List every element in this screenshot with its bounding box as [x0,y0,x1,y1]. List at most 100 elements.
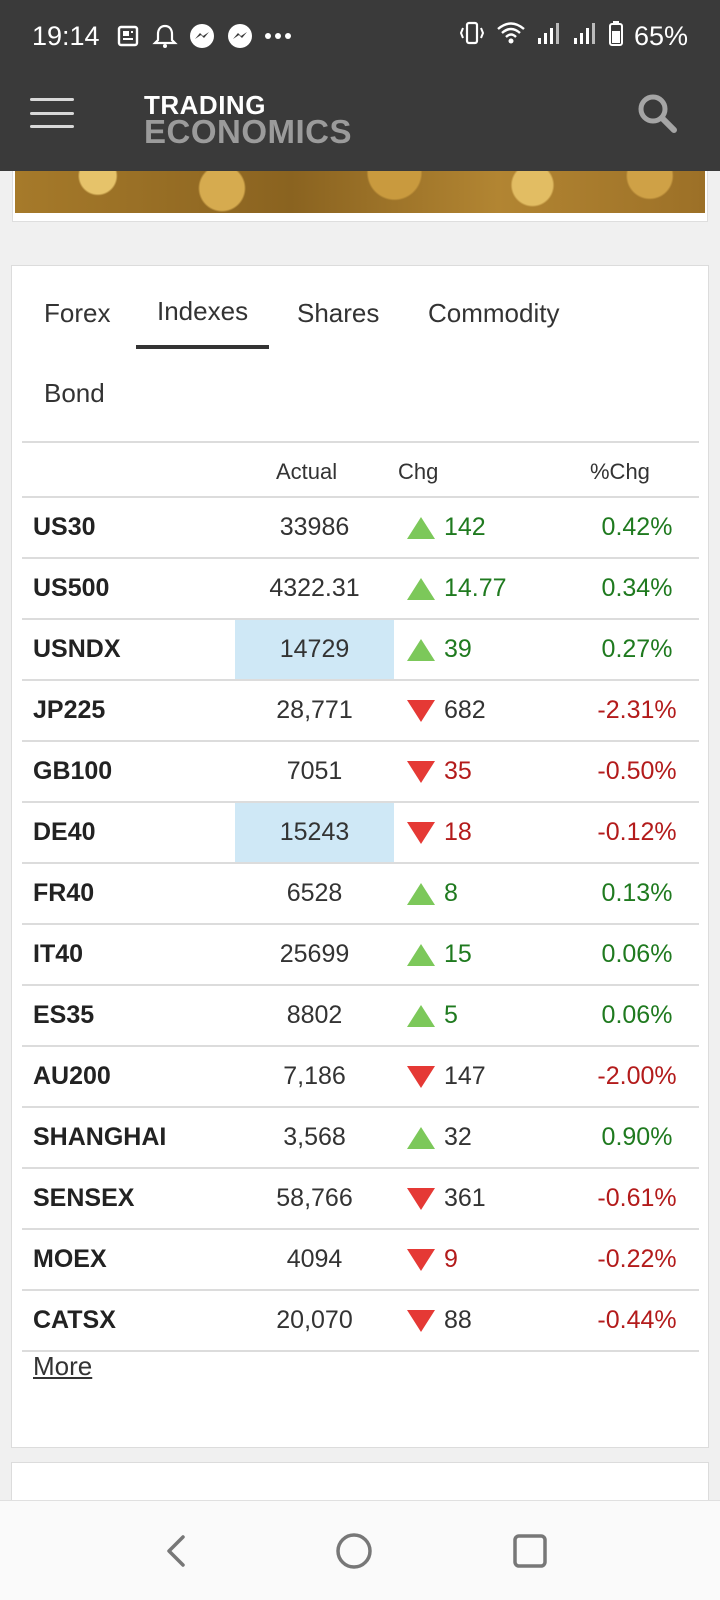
triangle-up-icon [406,1003,436,1029]
change-cell: 142 [406,498,486,557]
index-name[interactable]: AU200 [33,1062,111,1090]
table-row[interactable]: CATSX 20,070 88 -0.44% [22,1291,699,1352]
tab-commodity[interactable]: Commodity [428,298,560,328]
table-row[interactable]: MOEX 4094 9 -0.22% [22,1230,699,1291]
logo-bottom-text: ECONOMICS [144,113,353,151]
percent-change-value: -2.00% [597,1062,677,1090]
search-icon[interactable] [634,90,680,136]
index-name[interactable]: IT40 [33,940,84,968]
signal-icon [536,20,562,53]
table-row[interactable]: GB100 7051 35 -0.50% [22,742,699,803]
hamburger-menu-icon[interactable] [30,98,74,128]
table-row[interactable]: DE40 15243 18 -0.12% [22,803,699,864]
index-name[interactable]: SENSEX [33,1184,135,1212]
percent-change-value: 0.42% [601,513,673,541]
tab-bond[interactable]: Bond [44,378,105,408]
index-name[interactable]: MOEX [33,1245,107,1273]
battery-icon [608,20,624,53]
messenger-icon [188,22,216,50]
actual-value: 58,766 [276,1184,353,1212]
status-bar: 19:14 [0,0,720,72]
index-name[interactable]: SHANGHAI [33,1123,167,1151]
table-row[interactable]: AU200 7,186 147 -2.00% [22,1047,699,1108]
vibrate-icon [458,19,486,54]
actual-value: 20,070 [276,1306,353,1334]
change-cell: 35 [406,742,472,801]
table-row[interactable]: JP225 28,771 682 -2.31% [22,681,699,742]
percent-change-value: -0.12% [597,818,677,846]
triangle-down-icon [406,698,436,724]
index-name[interactable]: GB100 [33,757,113,785]
table-row[interactable]: FR40 6528 8 0.13% [22,864,699,925]
indexes-table: Actual Chg %Chg US30 33986 142 0.42% US500 43… [22,441,699,1352]
change-cell: 9 [406,1230,458,1289]
app-logo[interactable]: TRADING ECONOMICS [144,90,353,151]
triangle-down-icon [406,820,436,846]
table-row[interactable]: US500 4322.31 14.77 0.34% [22,559,699,620]
column-header-pct-chg: %Chg [590,459,650,484]
triangle-up-icon [406,637,436,663]
tab-forex[interactable]: Forex [44,298,111,328]
more-link[interactable]: More [33,1351,93,1381]
triangle-down-icon [406,1064,436,1090]
index-name[interactable]: USNDX [33,635,121,663]
actual-value: 25699 [279,940,350,968]
change-value: 35 [444,757,472,785]
table-header: Actual Chg %Chg [22,441,699,498]
column-header-actual: Actual [276,459,338,484]
table-row[interactable]: US30 33986 142 0.42% [22,498,699,559]
triangle-down-icon [406,1308,436,1334]
notification-bell-icon [151,22,178,50]
messenger-icon [226,22,254,50]
index-name[interactable]: US500 [33,574,110,602]
percent-change-value: 0.06% [601,940,673,968]
home-icon[interactable] [332,1529,376,1573]
percent-change-value: 0.90% [601,1123,673,1151]
triangle-down-icon [406,1247,436,1273]
index-name[interactable]: DE40 [33,818,96,846]
change-cell: 18 [406,803,472,862]
market-tabs: Forex Indexes Shares Commodity Bond [12,266,708,441]
change-cell: 8 [406,864,458,923]
percent-change-value: -2.31% [597,696,677,724]
actual-value: 28,771 [276,696,353,724]
next-card [11,1462,709,1502]
battery-level: 65% [633,20,688,51]
percent-change-value: 0.27% [601,635,673,663]
percent-change-value: -0.50% [597,757,677,785]
change-cell: 88 [406,1291,472,1350]
notification-icons [116,22,292,50]
percent-change-value: 0.06% [601,1001,673,1029]
index-name[interactable]: JP225 [33,696,106,724]
table-row[interactable]: ES35 8802 5 0.06% [22,986,699,1047]
table-row[interactable]: SHANGHAI 3,568 32 0.90% [22,1108,699,1169]
table-row[interactable]: IT40 25699 15 0.06% [22,925,699,986]
actual-value: 15243 [235,803,394,862]
back-icon[interactable] [155,1529,199,1573]
change-value: 142 [444,513,486,541]
status-time: 19:14 [32,20,100,51]
index-name[interactable]: US30 [33,513,96,541]
tab-indexes[interactable]: Indexes [135,296,270,349]
change-value: 361 [444,1184,486,1212]
triangle-down-icon [406,1186,436,1212]
change-cell: 32 [406,1108,472,1167]
system-icons: 65% [458,19,688,54]
index-name[interactable]: ES35 [33,1001,95,1029]
top-bar: 19:14 [0,0,720,171]
table-row[interactable]: USNDX 14729 39 0.27% [22,620,699,681]
actual-value: 3,568 [283,1123,346,1151]
actual-value: 4094 [286,1245,343,1273]
tab-shares[interactable]: Shares [297,298,380,328]
index-name[interactable]: CATSX [33,1306,116,1334]
navigation-bar [0,1500,720,1600]
actual-value: 33986 [279,513,350,541]
recents-icon[interactable] [508,1529,552,1573]
table-row[interactable]: SENSEX 58,766 361 -0.61% [22,1169,699,1230]
change-value: 5 [444,1001,458,1029]
logo-top-text: TRADING [144,90,266,120]
wifi-icon [496,20,526,53]
index-name[interactable]: FR40 [33,879,95,907]
percent-change-value: -0.44% [597,1306,677,1334]
more-dots-icon [264,31,292,41]
